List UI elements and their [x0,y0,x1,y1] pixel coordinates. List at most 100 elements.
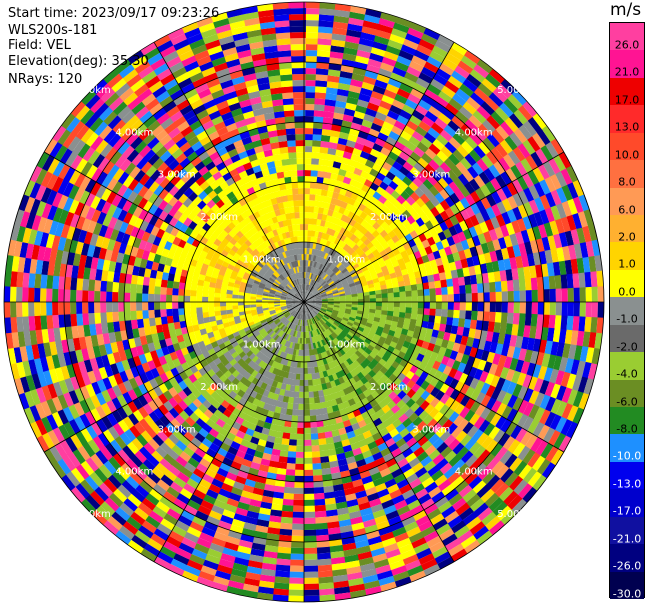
velocity-gate [503,153,517,170]
velocity-gate [294,457,304,464]
velocity-gate [375,309,382,315]
velocity-gate [220,546,238,557]
velocity-gate [503,98,520,115]
velocity-gate [529,265,537,280]
velocity-gate [402,104,417,116]
velocity-gate [370,358,379,367]
velocity-gate [248,548,265,557]
velocity-gate [142,542,160,557]
velocity-gate [161,362,171,373]
velocity-gate [303,367,308,374]
velocity-gate [293,296,299,300]
velocity-gate [532,167,546,184]
velocity-gate [493,482,510,499]
velocity-gate [267,352,274,360]
velocity-gate [298,391,304,398]
velocity-gate [344,326,351,332]
velocity-gate [227,316,235,323]
velocity-gate [584,271,592,290]
velocity-gate [469,178,481,193]
velocity-gate [379,280,387,287]
velocity-gate [253,279,261,285]
velocity-gate [74,481,90,499]
velocity-gate [264,286,271,291]
velocity-gate [419,525,436,539]
velocity-gate [336,316,343,322]
velocity-gate [46,300,53,316]
velocity-gate [334,320,341,326]
velocity-gate [318,320,323,327]
velocity-gate [475,432,489,447]
velocity-gate [328,241,335,249]
velocity-gate [185,558,203,571]
velocity-gate [304,86,317,93]
velocity-gate [533,378,544,394]
velocity-gate [476,466,492,482]
velocity-gate [244,310,252,315]
velocity-gate [123,427,137,442]
velocity-gate [325,311,332,316]
velocity-gate [37,214,48,233]
velocity-gate [82,288,89,302]
velocity-gate [178,281,186,290]
velocity-gate [311,324,315,331]
velocity-gate [391,146,404,157]
velocity-gate [304,290,307,297]
velocity-gate [438,112,453,126]
velocity-gate [362,481,375,491]
velocity-gate [445,103,461,117]
velocity-gate [326,320,332,327]
velocity-gate [307,313,310,320]
velocity-gate [464,516,482,532]
velocity-gate [307,284,311,291]
velocity-gate [276,288,283,293]
velocity-gate [280,305,287,309]
velocity-gate [103,363,114,378]
velocity-gate [556,342,565,359]
velocity-gate [182,332,190,341]
velocity-gate [207,483,221,494]
velocity-gate [96,431,110,447]
velocity-gate [293,343,298,350]
velocity-gate [517,385,529,402]
velocity-gate [143,351,153,363]
velocity-gate [22,270,30,288]
velocity-gate [138,445,152,459]
velocity-gate [190,295,197,302]
velocity-gate [269,454,280,462]
velocity-gate [363,358,371,367]
velocity-gate [312,288,317,294]
velocity-gate [264,477,276,486]
velocity-gate [302,583,320,590]
velocity-gate [296,415,304,422]
velocity-gate [292,403,299,410]
velocity-gate [75,239,85,255]
velocity-gate [321,479,334,488]
velocity-gate [454,212,465,225]
velocity-gate [267,429,277,437]
velocity-gate [447,75,465,90]
velocity-gate [548,158,562,176]
velocity-gate [328,550,345,559]
velocity-gate [133,255,142,268]
velocity-gate [338,131,351,140]
velocity-gate [100,388,112,403]
velocity-gate [490,400,502,415]
velocity-gate [297,403,304,410]
velocity-gate [237,444,249,454]
velocity-gate [473,64,491,80]
velocity-gate [317,44,333,52]
velocity-gate [145,221,155,234]
velocity-gate [312,134,323,141]
velocity-gate [67,417,81,434]
velocity-gate [331,435,342,444]
velocity-gate [302,487,314,494]
velocity-gate [346,238,354,247]
velocity-gate [326,269,333,276]
velocity-gate [289,535,304,542]
velocity-gate [394,537,412,550]
velocity-gate [444,157,457,171]
velocity-gate [456,145,470,159]
velocity-gate [29,163,43,183]
velocity-gate [325,289,333,294]
